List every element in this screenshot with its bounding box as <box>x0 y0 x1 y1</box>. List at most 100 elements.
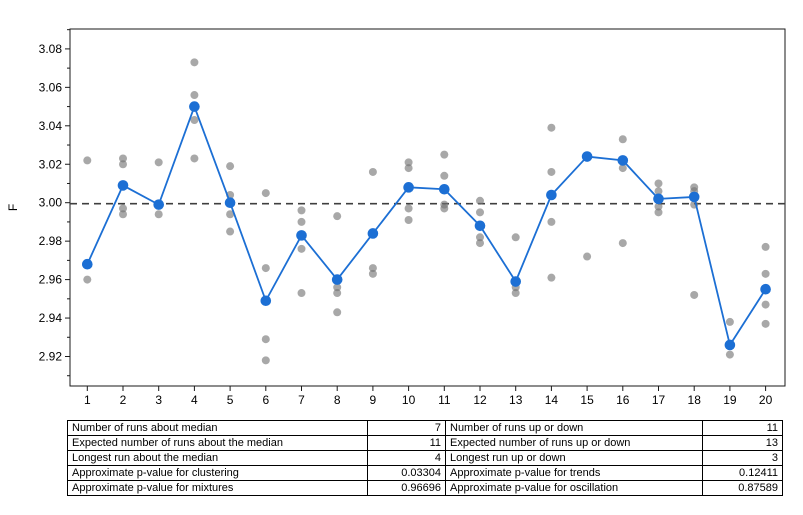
stat-value: 3 <box>702 450 783 466</box>
individual-point <box>83 275 92 284</box>
individual-point <box>654 179 663 188</box>
mean-point <box>189 101 200 112</box>
x-axis-tick-label: 18 <box>688 393 702 407</box>
mean-point <box>153 199 164 210</box>
individual-point <box>119 210 127 219</box>
stats-row: Approximate p-value for mixtures 0.96696… <box>67 480 783 496</box>
run-chart-plot: 3.083.063.043.023.002.982.962.942.921 2 3 4… <box>6 28 786 407</box>
individual-point <box>404 216 413 225</box>
y-axis-tick-label: 3.00 <box>39 196 63 210</box>
x-axis-tick-label: 8 <box>334 393 341 407</box>
individual-point <box>476 196 484 205</box>
individual-point <box>654 208 663 217</box>
individual-point <box>654 202 663 211</box>
mean-point <box>260 295 272 307</box>
y-axis-tick-label: 3.08 <box>39 42 63 56</box>
x-axis-tick-label: 20 <box>759 393 773 407</box>
individual-point <box>618 239 627 248</box>
mean-point <box>581 151 593 162</box>
individual-point <box>547 167 556 176</box>
stat-label: Number of runs up or down <box>445 420 703 436</box>
mean-point <box>510 276 521 287</box>
x-axis-tick-label: 6 <box>262 393 269 407</box>
x-axis-tick-label: 3 <box>155 393 162 407</box>
individual-point <box>226 227 235 236</box>
individual-point <box>154 158 163 167</box>
mean-point <box>653 193 664 205</box>
mean-point <box>296 230 307 241</box>
individual-point <box>190 154 199 163</box>
stats-row: Approximate p-value for clustering 0.033… <box>67 465 783 481</box>
individual-point <box>440 204 449 213</box>
mean-line <box>86 105 767 346</box>
individual-point <box>190 116 199 125</box>
individual-point <box>261 189 270 198</box>
y-axis-tick-label: 3.02 <box>39 157 63 171</box>
x-axis-tick-label: 9 <box>370 393 377 407</box>
x-axis-tick-label: 4 <box>191 393 198 407</box>
individual-point <box>547 123 556 132</box>
individual-point <box>761 300 770 309</box>
x-axis-tick-label: 5 <box>227 393 234 407</box>
stat-value: 13 <box>702 435 783 451</box>
individual-point <box>690 290 699 299</box>
individual-point <box>333 289 342 298</box>
individual-point <box>725 350 734 359</box>
individual-point <box>261 356 270 365</box>
stat-label: Longest run up or down <box>445 450 703 466</box>
mean-point <box>474 220 486 232</box>
mean-point <box>403 182 414 193</box>
mean-point <box>224 197 236 208</box>
individual-point <box>297 206 306 215</box>
individual-point <box>547 273 556 282</box>
individual-point <box>190 58 199 67</box>
individual-point <box>511 289 520 298</box>
stat-label: Expected number of runs about the median <box>67 435 368 451</box>
individual-point <box>333 308 342 317</box>
individual-point <box>440 171 449 180</box>
individual-point <box>226 210 235 219</box>
y-axis-tick-label: 3.06 <box>39 80 63 94</box>
stat-label: Expected number of runs up or down <box>445 435 703 451</box>
mean-point <box>546 189 557 201</box>
x-axis-tick-label: 15 <box>580 393 594 407</box>
individual-point <box>476 233 484 242</box>
stats-row: Longest run about the median 4 Longest r… <box>67 450 783 466</box>
mean-point <box>617 155 629 166</box>
stats-row: Expected number of runs about the median… <box>67 435 783 451</box>
stat-label: Number of runs about median <box>67 420 368 436</box>
stat-value: 11 <box>702 420 783 436</box>
individual-point <box>368 167 377 176</box>
x-axis-tick-label: 2 <box>120 393 127 407</box>
mean-point <box>724 339 736 351</box>
stat-value: 0.87589 <box>702 480 783 496</box>
y-axis-tick-label: 3.04 <box>39 119 63 133</box>
individual-point <box>261 335 270 344</box>
mean-point <box>331 274 343 285</box>
individual-point <box>368 264 377 273</box>
stat-label: Approximate p-value for trends <box>445 465 703 481</box>
stat-value: 0.03304 <box>367 465 446 481</box>
stat-label: Longest run about the median <box>67 450 368 466</box>
x-axis-tick-label: 13 <box>509 393 523 407</box>
individual-point <box>618 135 627 144</box>
individual-point <box>725 317 734 326</box>
x-axis-tick-label: 17 <box>652 393 666 407</box>
individual-point <box>154 210 163 219</box>
stats-row: Number of runs about median 7 Number of … <box>67 420 783 436</box>
individual-point <box>404 164 413 173</box>
individual-point <box>583 252 592 261</box>
individual-point <box>761 242 770 251</box>
run-chart-stats-table: Number of runs about median 7 Number of … <box>67 420 783 496</box>
individual-point <box>226 162 235 171</box>
individual-point <box>297 217 306 226</box>
individual-point <box>368 269 377 278</box>
x-axis-tick-label: 16 <box>616 393 630 407</box>
mean-point <box>760 283 771 295</box>
individual-point <box>511 233 520 242</box>
mean-point <box>439 183 450 195</box>
individual-point <box>761 269 770 278</box>
x-axis-tick-label: 10 <box>402 393 416 407</box>
y-axis-tick-label: 2.96 <box>39 273 63 287</box>
individual-point <box>333 283 342 292</box>
